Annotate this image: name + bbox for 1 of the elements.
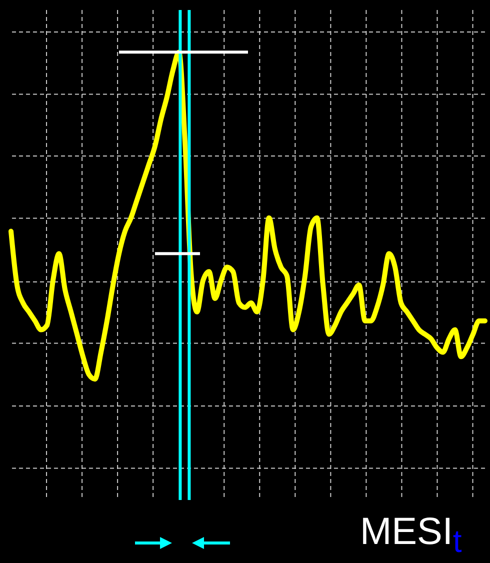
text: MESI$_{t}$ — [360, 510, 462, 559]
